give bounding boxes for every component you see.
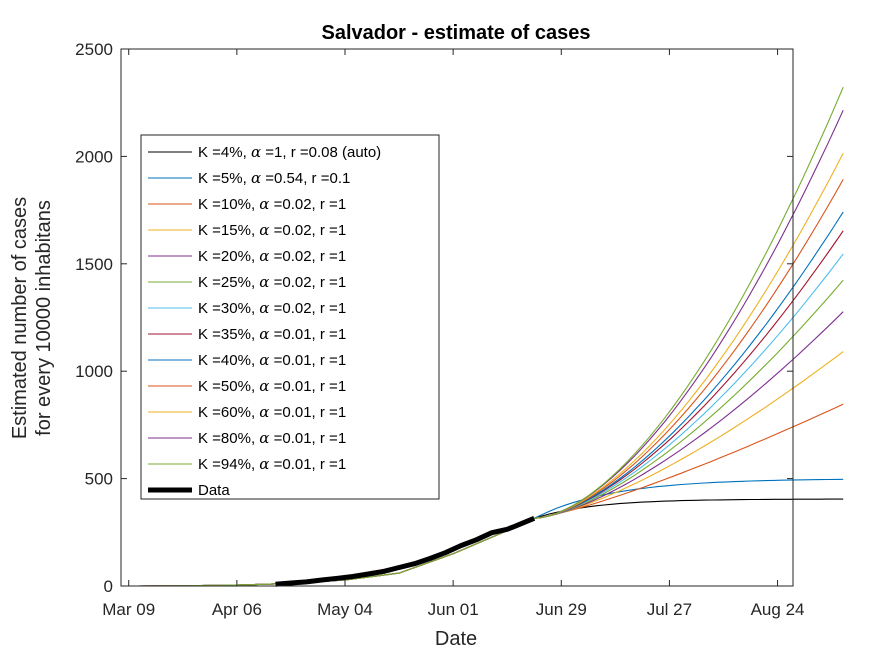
legend-label-8: K =40%, α =0.01, r =1 (198, 351, 346, 369)
x-tick-label-2: May 04 (317, 600, 373, 619)
x-tick-label-6: Aug 24 (751, 600, 805, 619)
data-series (275, 515, 536, 587)
y-axis-ticks: 0 500 1000 1500 2000 2500 (75, 40, 793, 596)
y-tick-label-0: 0 (104, 577, 113, 596)
legend-label-11: K =80%, α =0.01, r =1 (198, 429, 346, 447)
y-tick-label-2: 1000 (75, 362, 113, 381)
plot-frame (120, 48, 794, 587)
legend-label-3: K =15%, α =0.02, r =1 (198, 221, 346, 239)
legend-label-9: K =50%, α =0.01, r =1 (198, 377, 346, 395)
x-tick-label-0: Mar 09 (102, 600, 155, 619)
x-tick-label-5: Jul 27 (647, 600, 692, 619)
legend-label-10: K =60%, α =0.01, r =1 (198, 403, 346, 421)
legend-label-data: Data (198, 482, 230, 499)
legend-label-4: K =20%, α =0.02, r =1 (198, 247, 346, 265)
y-tick-label-1: 500 (85, 470, 113, 489)
data-line (275, 515, 536, 587)
legend-label-7: K =35%, α =0.01, r =1 (198, 325, 346, 343)
x-tick-label-4: Jun 29 (536, 600, 587, 619)
legend-label-0: K =4%, α =1, r =0.08 (auto) (198, 143, 381, 161)
legend-label-12: K =94%, α =0.01, r =1 (198, 455, 346, 473)
x-tick-label-1: Apr 06 (212, 600, 262, 619)
legend-label-2: K =10%, α =0.02, r =1 (198, 195, 346, 213)
legend-label-5: K =25%, α =0.02, r =1 (198, 273, 346, 291)
legend-label-6: K =30%, α =0.02, r =1 (198, 299, 346, 317)
y-axis-label-line-1: Estimated number of cases (9, 197, 31, 439)
y-tick-label-5: 2500 (75, 40, 113, 59)
y-axis-label: Estimated number of cases for every 1000… (9, 197, 55, 439)
y-axis-label-line-2: for every 10000 inhabitans (33, 200, 55, 436)
y-tick-label-3: 1500 (75, 255, 113, 274)
x-tick-label-3: Jun 01 (428, 600, 479, 619)
x-axis-label: Date (435, 628, 477, 650)
y-tick-label-4: 2000 (75, 147, 113, 166)
chart-title: Salvador - estimate of cases (321, 22, 590, 44)
legend-label-1: K =5%, α =0.54, r =0.1 (198, 169, 350, 187)
x-axis-ticks: Mar 09 Apr 06 May 04 Jun 01 Jun 29 Jul 27 Aug … (102, 49, 804, 619)
legend: K =4%, α =1, r =0.08 (auto) K =5%, α =0.5… (140, 134, 440, 500)
